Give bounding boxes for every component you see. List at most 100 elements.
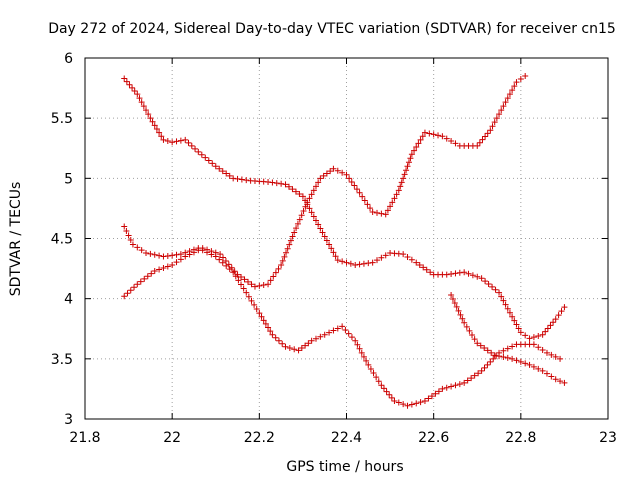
data-point [262, 320, 269, 327]
data-point [245, 293, 252, 300]
data-point [439, 385, 446, 392]
data-point [238, 274, 245, 281]
data-point [367, 205, 374, 212]
data-point [408, 256, 415, 263]
data-point [365, 260, 372, 267]
data-point [164, 263, 171, 270]
data-point [332, 253, 339, 260]
data-point [310, 213, 317, 220]
data-point [131, 284, 138, 291]
data-point [169, 261, 176, 268]
data-point [487, 358, 494, 365]
data-point [312, 335, 319, 342]
data-point [530, 363, 537, 370]
data-point [330, 165, 337, 172]
data-point [267, 277, 274, 284]
data-point [131, 87, 138, 94]
data-point [151, 251, 158, 258]
data-point [289, 233, 296, 240]
data-point [198, 151, 205, 158]
data-point [195, 247, 202, 254]
data-point [223, 170, 230, 177]
data-point [360, 260, 367, 267]
data-points [121, 73, 568, 409]
data-point [489, 283, 496, 290]
data-point [143, 107, 150, 114]
data-point [352, 261, 359, 268]
data-point [320, 172, 327, 179]
data-point [498, 107, 505, 114]
data-point [356, 189, 363, 196]
x-tick-label: 21.8 [69, 430, 100, 446]
data-point [334, 167, 341, 174]
data-point [289, 186, 296, 193]
data-point [306, 205, 313, 212]
data-point [286, 345, 293, 352]
data-point [216, 165, 223, 172]
data-point [251, 301, 258, 308]
data-point [230, 269, 237, 276]
data-point [363, 357, 370, 364]
data-point [330, 327, 337, 334]
data-point [360, 353, 367, 360]
data-point [535, 365, 542, 372]
data-point [222, 257, 229, 264]
data-point [347, 260, 354, 267]
data-point [421, 129, 428, 136]
data-point [484, 130, 491, 137]
data-point [312, 217, 319, 224]
data-point [292, 188, 299, 195]
data-point [479, 136, 486, 143]
data-point [134, 244, 141, 251]
data-point [378, 382, 385, 389]
data-point [504, 305, 511, 312]
data-point [463, 323, 470, 330]
data-point [401, 171, 408, 178]
data-point [487, 127, 494, 134]
chart-title: Day 272 of 2024, Sidereal Day-to-day VTE… [48, 21, 616, 37]
data-point [361, 197, 368, 204]
data-point [282, 343, 289, 350]
data-point [482, 278, 489, 285]
data-point [129, 241, 136, 248]
data-point [339, 169, 346, 176]
data-point [219, 259, 226, 266]
data-point [476, 139, 483, 146]
data-point [389, 199, 396, 206]
data-point [504, 354, 511, 361]
data-point [485, 280, 492, 287]
data-point [281, 253, 288, 260]
data-point [367, 365, 374, 372]
data-point [234, 175, 241, 182]
data-point [517, 358, 524, 365]
data-point [552, 353, 559, 360]
data-point [356, 345, 363, 352]
data-point [327, 168, 334, 175]
data-point [334, 325, 341, 332]
y-tick-label: 4 [64, 292, 73, 308]
x-tick-label: 22.2 [244, 430, 275, 446]
data-point [430, 131, 437, 138]
y-tick-label: 5.5 [51, 111, 73, 127]
data-point [432, 390, 439, 397]
data-point [345, 330, 352, 337]
data-point [404, 253, 411, 260]
data-point [348, 334, 355, 341]
data-point [302, 342, 309, 349]
data-point [400, 401, 407, 408]
data-point [300, 207, 307, 214]
data-point [388, 394, 395, 401]
data-point [282, 181, 289, 188]
data-point [404, 163, 411, 170]
data-point [182, 136, 189, 143]
data-point [543, 370, 550, 377]
data-point [121, 293, 128, 300]
data-point [212, 163, 219, 170]
data-point [306, 195, 313, 202]
data-point [457, 311, 464, 318]
data-point [143, 249, 150, 256]
data-point [552, 316, 559, 323]
data-point [395, 187, 402, 194]
data-point [160, 136, 167, 143]
data-point [420, 264, 427, 271]
